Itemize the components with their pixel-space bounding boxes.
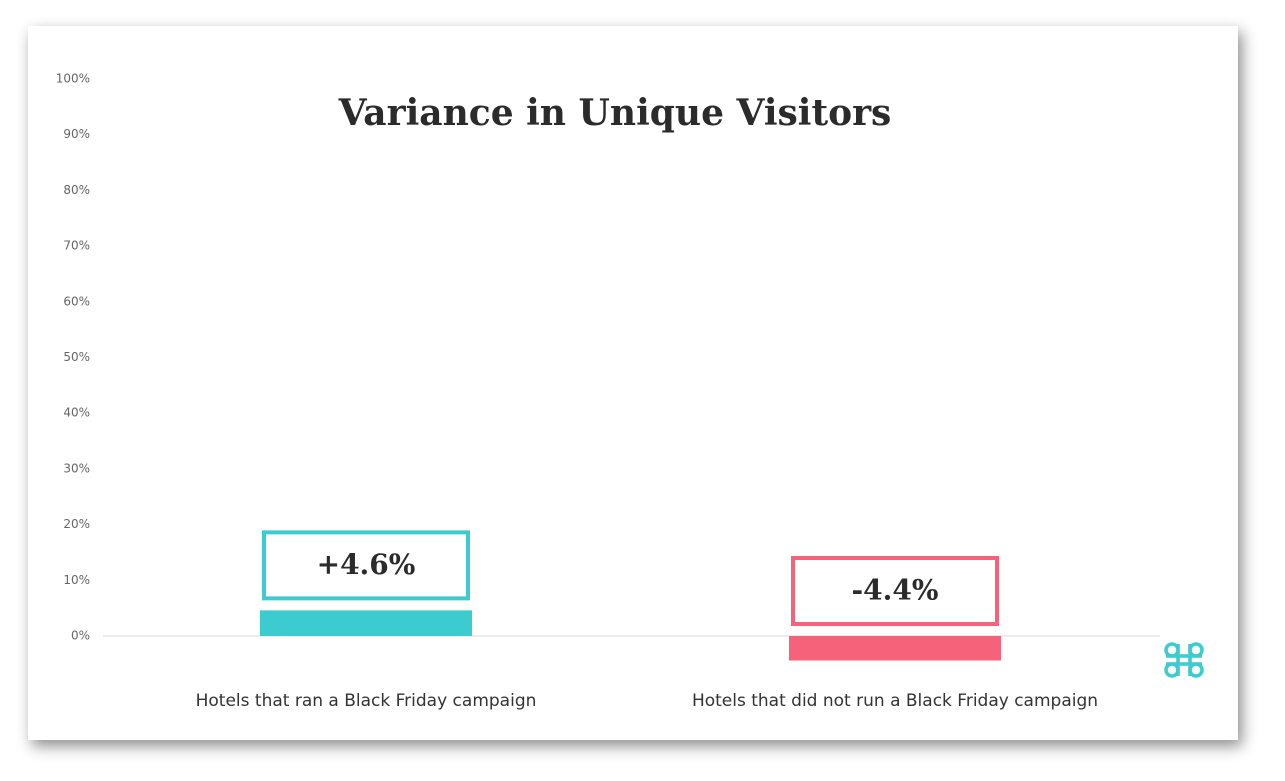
y-tick-label: 60%	[63, 294, 90, 308]
y-tick-label: 90%	[63, 127, 90, 141]
value-label: -4.4%	[852, 574, 939, 607]
x-tick-label: Hotels that ran a Black Friday campaign	[196, 691, 537, 711]
y-tick-label: 40%	[63, 406, 90, 420]
y-tick-label: 80%	[63, 183, 90, 197]
x-tick-label: Hotels that did not run a Black Friday c…	[692, 691, 1098, 711]
y-tick-label: 70%	[63, 239, 90, 253]
chart-title: Variance in Unique Visitors	[338, 92, 892, 134]
value-label: +4.6%	[317, 548, 416, 581]
bar	[260, 610, 472, 636]
card	[28, 26, 1238, 740]
y-tick-label: 30%	[63, 461, 90, 475]
y-tick-label: 20%	[63, 517, 90, 531]
y-tick-label: 10%	[63, 573, 90, 587]
y-tick-label: 100%	[56, 72, 90, 86]
value-label-box	[791, 556, 999, 626]
value-label-box	[262, 530, 470, 601]
y-tick-label: 0%	[71, 629, 90, 643]
bar	[789, 636, 1001, 661]
y-tick-label: 50%	[63, 350, 90, 364]
logo	[1164, 642, 1204, 678]
